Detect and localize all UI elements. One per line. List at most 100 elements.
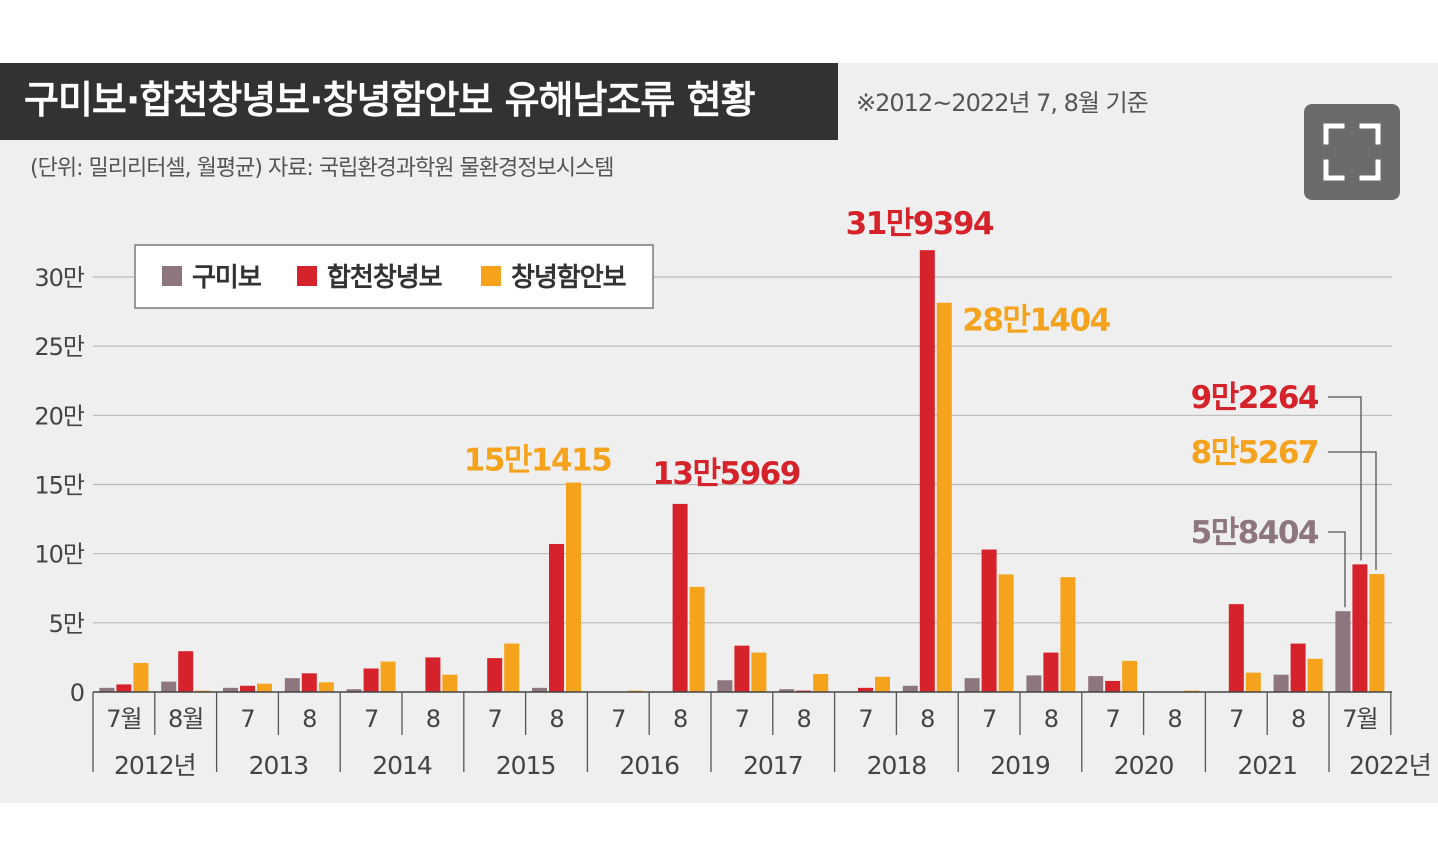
bar [1352, 564, 1368, 692]
bar [734, 645, 750, 692]
month-label: 7 [858, 705, 872, 733]
bar [504, 643, 520, 692]
month-label: 8 [920, 705, 934, 733]
leader-line [1328, 531, 1346, 608]
bar [964, 678, 980, 692]
month-label: 7 [1229, 705, 1243, 733]
month-label: 7 [488, 705, 502, 733]
bar [1228, 604, 1244, 692]
bar [116, 684, 132, 692]
bar [1043, 652, 1059, 692]
annotation-label: 13만5969 [652, 456, 799, 492]
bar [532, 687, 547, 692]
month-label: 8 [549, 705, 563, 733]
month-label: 7월 [106, 705, 141, 733]
year-label: 2017 [743, 751, 803, 780]
bar [1026, 675, 1042, 692]
bar [318, 682, 334, 692]
month-label: 7 [364, 705, 378, 733]
fullscreen-button[interactable] [1304, 104, 1400, 200]
bar [902, 685, 918, 692]
leader-line [1328, 396, 1362, 561]
title-banner [0, 63, 838, 140]
year-label: 2019 [990, 751, 1050, 780]
bar [442, 674, 458, 692]
y-tick-label: 30만 [34, 264, 85, 292]
month-label: 7월 [1342, 705, 1377, 733]
bar [99, 687, 115, 692]
bar [672, 503, 688, 692]
bar [998, 574, 1014, 692]
y-tick-label: 20만 [34, 402, 85, 430]
year-label: 2020 [1114, 751, 1174, 780]
bar [240, 685, 255, 692]
source-note: (단위: 밀리리터셀, 월평균) 자료: 국립환경과학원 물환경정보시스템 [30, 156, 614, 181]
year-label: 2014 [372, 751, 432, 780]
bar [1245, 672, 1261, 692]
bar [487, 658, 503, 692]
bar [858, 687, 873, 692]
year-label: 2013 [249, 751, 309, 780]
bar [1060, 577, 1076, 692]
leader-line [1328, 451, 1377, 571]
bar [223, 687, 238, 692]
annotation-label: 5만8404 [1191, 515, 1319, 551]
bar [1307, 658, 1323, 692]
bar [936, 302, 952, 692]
bar [284, 678, 300, 692]
chart-panel [0, 63, 1438, 803]
basis-note: ※2012~2022년 7, 8월 기준 [856, 89, 1149, 117]
bar [549, 543, 564, 692]
month-label: 7 [611, 705, 625, 733]
bar [161, 681, 177, 692]
y-tick-label: 25만 [34, 333, 85, 361]
bar [1369, 574, 1385, 692]
bar [133, 662, 149, 692]
bar [919, 250, 935, 692]
bar [779, 689, 795, 692]
year-label: 2022년 [1349, 751, 1431, 780]
annotation-label: 31만9394 [846, 206, 994, 242]
bar [875, 676, 890, 692]
legend-box [134, 244, 654, 309]
legend-label: 구미보 [192, 263, 262, 293]
month-label: 8 [1291, 705, 1305, 733]
month-label: 7 [982, 705, 996, 733]
bar [346, 689, 362, 692]
month-label: 8월 [168, 705, 203, 733]
year-label: 2015 [496, 751, 556, 780]
month-label: 8 [1167, 705, 1181, 733]
annotation-label: 8만5267 [1191, 435, 1318, 471]
bar [717, 680, 733, 692]
y-tick-label: 0 [70, 679, 84, 707]
bar [689, 586, 705, 692]
legend-swatch [297, 266, 317, 286]
bar [981, 549, 997, 692]
year-label: 2012년 [114, 751, 196, 780]
month-label: 7 [240, 705, 254, 733]
month-label: 8 [1044, 705, 1058, 733]
annotation-label: 28만1404 [962, 303, 1110, 339]
bar [425, 657, 441, 692]
bar [380, 661, 396, 692]
month-label: 7 [735, 705, 749, 733]
bar [566, 482, 581, 692]
fullscreen-icon [1323, 123, 1381, 181]
month-label: 8 [673, 705, 687, 733]
bar [301, 673, 317, 692]
month-label: 8 [302, 705, 316, 733]
bar [1273, 674, 1289, 692]
bar [1105, 680, 1121, 692]
bar [1122, 660, 1138, 692]
y-tick-label: 10만 [34, 541, 85, 569]
legend-swatch [162, 266, 182, 286]
bar [751, 652, 767, 692]
legend-swatch [481, 266, 501, 286]
bar [813, 674, 829, 692]
legend-label: 창녕함안보 [511, 263, 627, 293]
bar [1290, 643, 1306, 692]
bar [1088, 676, 1104, 692]
annotation-label: 15만1415 [464, 443, 611, 479]
legend-label: 합천창녕보 [327, 263, 443, 293]
